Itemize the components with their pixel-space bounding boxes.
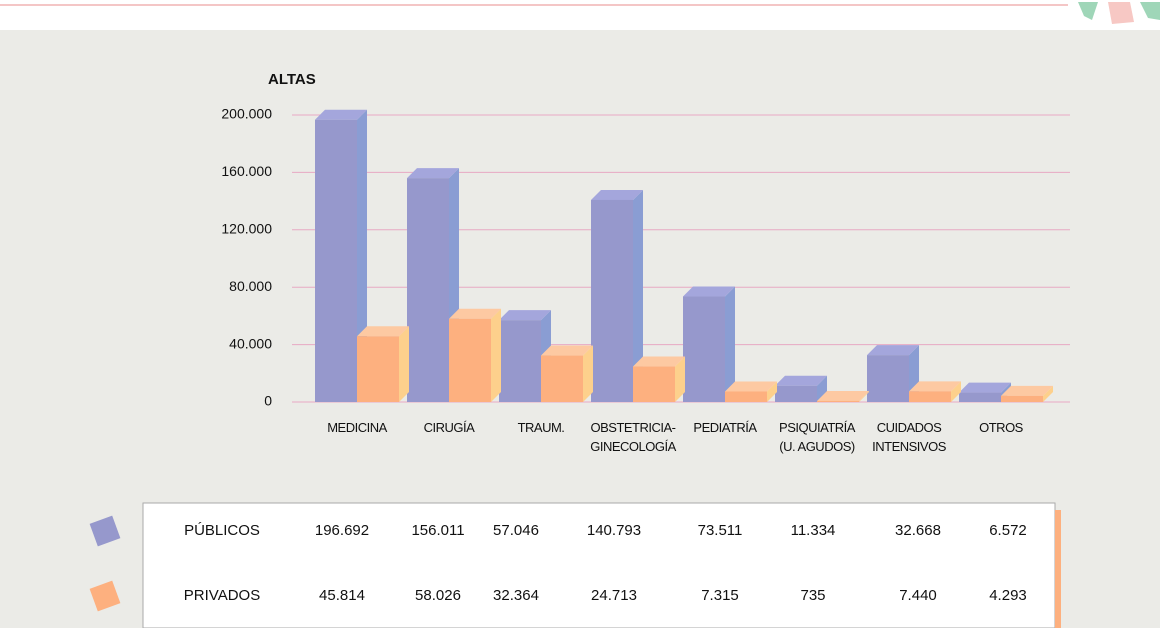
decoration	[1140, 2, 1160, 20]
table-box	[142, 502, 1056, 628]
bar-top	[633, 356, 685, 367]
bar-front	[407, 178, 449, 402]
x-tick-label: OTROS	[979, 420, 1023, 435]
bar-side	[583, 345, 593, 402]
table-cell: 735	[800, 587, 825, 604]
table-cell: 11.334	[791, 522, 836, 539]
x-tick-label: OBSTETRICIA- GINECOLOGÍA	[590, 420, 676, 454]
y-tick-label: 160.000	[221, 163, 272, 179]
bar	[357, 326, 409, 402]
bar	[683, 286, 735, 402]
bar-top	[357, 326, 409, 337]
table-cell: 58.026	[415, 587, 461, 604]
x-tick-label: CIRUGÍA	[423, 420, 475, 435]
bar-top	[959, 382, 1011, 393]
table-cell: 6.572	[989, 522, 1027, 539]
x-tick-label: MEDICINA	[327, 420, 387, 435]
table-shadow	[1055, 510, 1061, 628]
bar-top	[1001, 385, 1053, 396]
bar-top	[725, 381, 777, 392]
bar-top	[683, 286, 735, 297]
legend-swatch	[89, 515, 121, 547]
table-cell: 7.440	[899, 587, 937, 604]
bar	[591, 189, 643, 402]
bar-side	[817, 375, 827, 402]
bar	[775, 375, 827, 402]
decoration	[1108, 2, 1134, 24]
x-tick-label: PEDIATRÍA	[693, 420, 757, 435]
bar	[909, 381, 961, 402]
bar	[867, 345, 919, 402]
row-label: PÚBLICOS	[184, 522, 260, 539]
bar	[817, 390, 869, 402]
bar-top	[499, 310, 551, 321]
bar-top	[775, 375, 827, 386]
bar-side	[1043, 385, 1053, 402]
bar-side	[633, 189, 643, 402]
bar-top	[867, 345, 919, 356]
bar-side	[767, 381, 777, 402]
x-tick-label: PSIQUIATRÍA (U. AGUDOS)	[779, 420, 855, 454]
bar-side	[491, 308, 501, 402]
bar	[541, 345, 593, 402]
bar	[449, 308, 501, 402]
bar-front	[725, 391, 767, 402]
bar-side	[399, 326, 409, 402]
bar-side	[675, 356, 685, 402]
bar-top	[407, 168, 459, 179]
bar-front	[867, 355, 909, 402]
bar-front	[499, 320, 541, 402]
x-tick-label: CUIDADOS INTENSIVOS	[872, 420, 946, 454]
bar-side	[951, 381, 961, 402]
bar-top	[591, 189, 643, 200]
bar-side	[725, 286, 735, 402]
bar	[315, 109, 367, 402]
y-axis-label: ALTAS	[268, 71, 316, 88]
y-tick-label: 200.000	[221, 106, 272, 122]
bar-side	[859, 390, 869, 402]
bar-front	[909, 391, 951, 402]
y-tick-label: 120.000	[221, 221, 272, 237]
y-tick-label: 80.000	[229, 278, 272, 294]
table-cell: 45.814	[319, 587, 365, 604]
bar-front	[315, 119, 357, 402]
bar-front	[959, 392, 1001, 402]
bar-front	[591, 199, 633, 402]
bar-front	[1001, 395, 1043, 402]
y-tick-label: 40.000	[229, 335, 272, 351]
y-tick-label: 0	[264, 393, 272, 409]
bar-front	[541, 355, 583, 402]
table-cell: 32.364	[493, 587, 539, 604]
bar	[725, 381, 777, 402]
bar-front	[775, 385, 817, 402]
bar-top	[449, 308, 501, 319]
bar-front	[683, 296, 725, 402]
bar	[633, 356, 685, 402]
bar-front	[633, 366, 675, 402]
bar-top	[817, 390, 869, 401]
table-cell: 156.011	[411, 522, 464, 539]
table-cell: 24.713	[591, 587, 637, 604]
legend-swatch	[89, 580, 121, 612]
table-cell: 196.692	[315, 522, 369, 539]
table-cell: 4.293	[989, 587, 1027, 604]
bar-top	[541, 345, 593, 356]
bar-front	[449, 318, 491, 402]
row-label: PRIVADOS	[184, 587, 260, 604]
bar	[1001, 385, 1053, 402]
table-cell: 73.511	[698, 522, 743, 539]
table-cell: 57.046	[493, 522, 539, 539]
x-tick-label: TRAUM.	[517, 420, 565, 435]
bar-top	[315, 109, 367, 120]
decoration	[1078, 2, 1098, 20]
table-cell: 140.793	[587, 522, 641, 539]
table-cell: 7.315	[701, 587, 739, 604]
table-cell: 32.668	[895, 522, 941, 539]
bar-front	[817, 400, 859, 402]
bar-front	[357, 336, 399, 402]
bar-top	[909, 381, 961, 392]
